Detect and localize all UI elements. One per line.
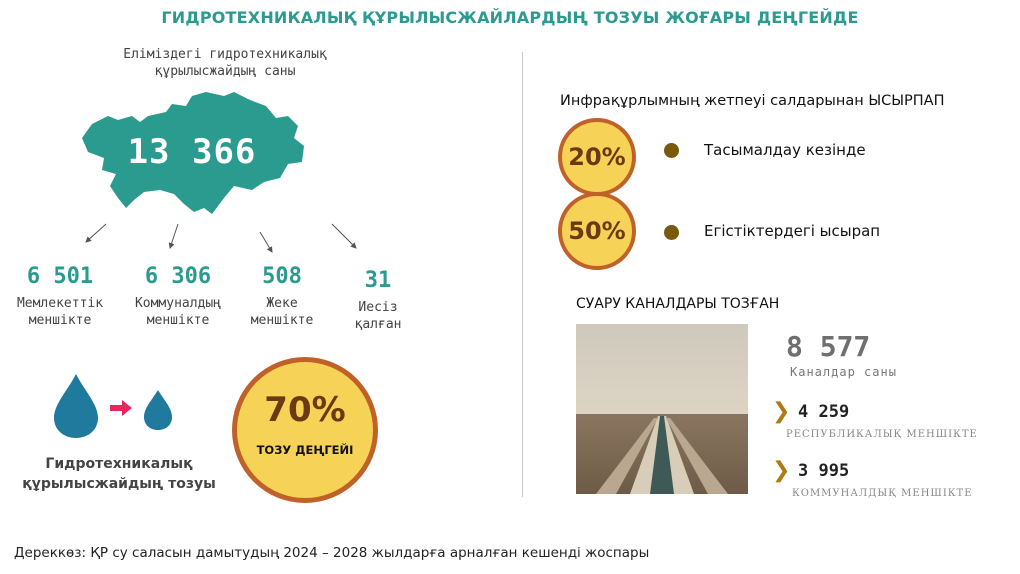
- canals-heading: СУАРУ КАНАЛДАРЫ ТОЗҒАН: [576, 296, 780, 312]
- total-structures-count: 13 366: [127, 132, 257, 172]
- stat-state-label-line2: меншікте: [28, 313, 92, 328]
- map-caption-line1: Еліміздегі гидротехникалық: [123, 47, 327, 62]
- canals-total: 8 577: [786, 330, 871, 363]
- bullet-dot-icon: [664, 225, 679, 240]
- wear-level-circle: [232, 357, 378, 503]
- canals-communal-value: 3 995: [798, 461, 850, 481]
- loss-transport-label: Тасымалдау кезінде: [704, 141, 866, 159]
- canals-communal-label: КОММУНАЛДЫҚ МЕНШІКТЕ: [792, 488, 973, 499]
- stat-ownerless-label-line2: қалған: [354, 317, 402, 332]
- canals-republic-label: РЕСПУБЛИКАЛЫҚ МЕНШІКТЕ: [786, 429, 978, 440]
- distribution-arrows: [85, 223, 357, 253]
- wear-level-percent: 70%: [264, 390, 346, 430]
- wear-label: Гидротехникалық құрылысжайдың тозуы: [14, 454, 224, 494]
- stat-ownerless-label: Иесіз қалған: [338, 299, 418, 333]
- canals-total-label: Каналдар саны: [790, 365, 897, 379]
- losses-heading: Инфрақұрлымның жетпеуі салдарынан ЫСЫРПА…: [560, 93, 945, 109]
- wear-label-line2: құрылысжайдың тозуы: [22, 476, 216, 492]
- map-caption-line2: құрылысжайдың саны: [154, 64, 296, 79]
- bullet-dot-icon: [664, 143, 679, 158]
- large-drop-icon: [54, 374, 98, 438]
- stat-private-value: 508: [262, 264, 302, 289]
- wear-label-line1: Гидротехникалық: [45, 456, 193, 472]
- loss-fields-label: Егістіктердегі ысырап: [704, 222, 881, 240]
- stat-ownerless: 31 Иесіз қалған: [338, 268, 418, 333]
- loss-transport-circle: 20%: [558, 118, 636, 196]
- loss-fields-circle: 50%: [558, 192, 636, 270]
- stat-private: 508 Жеке меншікте: [242, 264, 322, 329]
- stat-communal: 6 306 Коммуналдың меншікте: [126, 264, 230, 329]
- stat-private-label-line2: меншікте: [250, 313, 314, 328]
- stat-ownerless-label-line1: Иесіз: [358, 300, 398, 315]
- kazakhstan-map: [82, 92, 304, 214]
- map-caption: Еліміздегі гидротехникалық құрылысжайдың…: [40, 46, 410, 80]
- stat-state-label-line1: Мемлекеттік: [16, 296, 104, 311]
- stat-private-label: Жеке меншікте: [242, 295, 322, 329]
- arrow-right-icon: [110, 400, 132, 416]
- vertical-divider: [522, 52, 523, 497]
- stat-communal-label-line2: меншікте: [146, 313, 210, 328]
- irrigation-canal-photo: [576, 324, 748, 494]
- stat-communal-label-line1: Коммуналдың: [134, 296, 222, 311]
- stat-communal-value: 6 306: [144, 264, 212, 289]
- source-note: Дереккөз: ҚР су саласын дамытудың 2024 –…: [14, 545, 650, 561]
- stat-private-label-line1: Жеке: [266, 296, 298, 311]
- stat-state-value: 6 501: [26, 264, 94, 289]
- water-drops-icon: [54, 374, 172, 438]
- small-drop-icon: [144, 390, 172, 430]
- stat-state-label: Мемлекеттік меншікте: [10, 295, 110, 329]
- stat-state: 6 501 Мемлекеттік меншікте: [10, 264, 110, 329]
- chevron-right-icon: ❯: [772, 398, 791, 423]
- canals-republic-value: 4 259: [798, 402, 850, 422]
- chevron-right-icon: ❯: [772, 457, 791, 482]
- wear-level-label: ТОЗУ ДЕҢГЕЙІ: [256, 443, 354, 457]
- stat-ownerless-value: 31: [364, 268, 392, 293]
- page-title: ГИДРОТЕХНИКАЛЫҚ ҚҰРЫЛЫСЖАЙЛАРДЫҢ ТОЗУЫ Ж…: [161, 8, 859, 27]
- stat-communal-label: Коммуналдың меншікте: [126, 295, 230, 329]
